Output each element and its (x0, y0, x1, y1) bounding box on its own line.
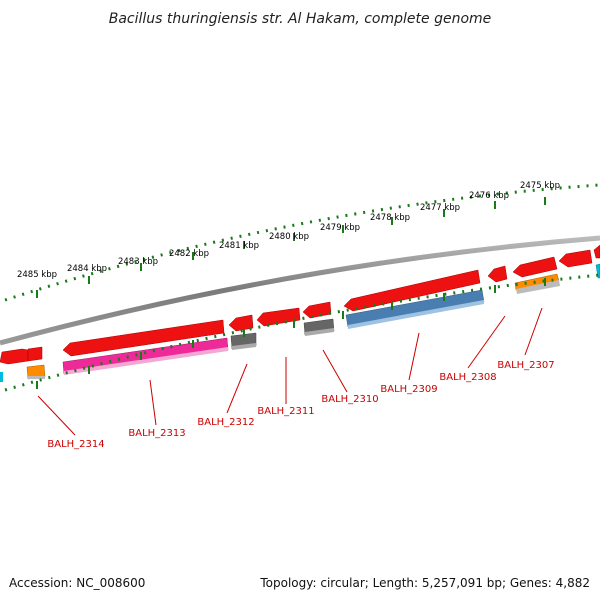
ruler-major-ticks (36, 197, 546, 298)
cds-feature (27, 346, 43, 362)
leader-line (37, 395, 76, 436)
ruler-label: 2483 kbp (118, 257, 158, 267)
ruler-outer-track (4, 183, 600, 302)
cyan-edge-marker (0, 372, 3, 382)
ruler-labels: 2475 kbp 2476 kbp 2477 kbp 2478 kbp 2479… (17, 181, 560, 280)
leader-line (226, 363, 248, 414)
pink-feature-shadow (64, 347, 228, 375)
ruler-inner-track (4, 273, 600, 392)
orange-feature-shadow (28, 376, 45, 379)
blue-feature-shadow (348, 300, 484, 329)
gene-label: BALH_2307 (497, 360, 554, 371)
gene-label: BALH_2312 (197, 417, 254, 428)
cds-feature (343, 269, 481, 312)
leader-line (408, 332, 420, 381)
leader-line (467, 315, 506, 369)
ruler-label: 2482 kbp (169, 249, 209, 259)
ruler-label: 2484 kbp (67, 264, 107, 274)
ruler-label: 2480 kbp (269, 232, 309, 242)
leader-line (322, 349, 348, 393)
map-title: Bacillus thuringiensis str. Al Hakam, co… (109, 11, 492, 27)
cds-feature (487, 265, 508, 283)
ruler-label: 2478 kbp (370, 213, 410, 223)
cds-feature (302, 301, 332, 319)
cds-feature (558, 249, 593, 268)
cds-feature (62, 319, 225, 357)
topology-text: Topology: circular; Length: 5,257,091 bp… (260, 576, 590, 590)
cds-feature (512, 256, 558, 278)
gene-label: BALH_2311 (257, 406, 314, 417)
genome-backbone (0, 235, 600, 346)
accession-text: Accession: NC_008600 (9, 576, 146, 590)
secondary-features (0, 263, 600, 382)
ruler-label: 2485 kbp (17, 270, 57, 280)
leader-line (149, 379, 157, 426)
ruler-inner-ticks (36, 278, 546, 389)
leader-line (524, 307, 543, 356)
cds-feature (256, 307, 301, 327)
grey-feature-shadow (516, 280, 560, 294)
gene-labels: BALH_2307 BALH_2308 BALH_2309 BALH_2310 … (47, 360, 554, 450)
cyan-feature (595, 263, 600, 279)
ruler-label: 2479 kbp (320, 223, 360, 233)
grey-feature-shadow (232, 343, 256, 350)
grey-feature-shadow (305, 328, 334, 336)
gene-label: BALH_2309 (380, 384, 437, 395)
ruler-label: 2476 kbp (469, 191, 509, 201)
gene-label: BALH_2314 (47, 439, 104, 450)
ruler-label: 2477 kbp (420, 203, 460, 213)
gene-label: BALH_2310 (321, 394, 378, 405)
gene-label: BALH_2313 (128, 428, 185, 439)
cds-feature (593, 244, 600, 259)
ruler-label: 2475 kbp (520, 181, 560, 191)
forward-strand-features (0, 244, 600, 365)
ruler-label: 2481 kbp (219, 241, 259, 251)
leader-lines (37, 307, 543, 436)
cds-feature (0, 348, 29, 365)
gene-label: BALH_2308 (439, 372, 496, 383)
